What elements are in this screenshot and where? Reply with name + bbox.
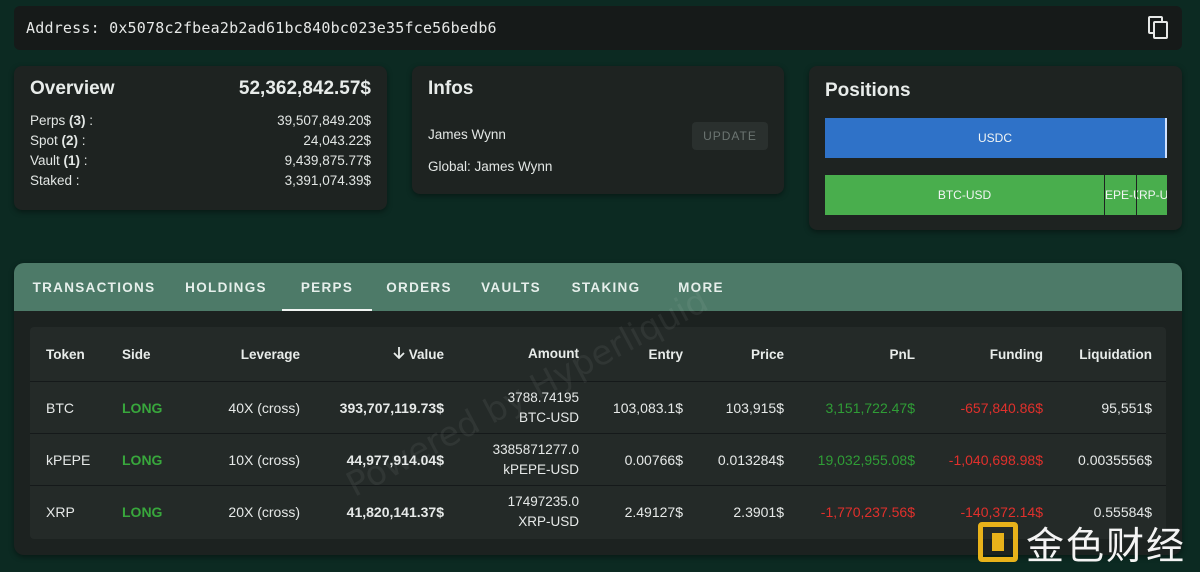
table-header: Token Side Leverage Value Amount Entry P… xyxy=(30,327,1166,382)
address-value[interactable]: 0x5078c2fbea2b2ad61bc840bc023e35fce56bed… xyxy=(109,19,497,37)
tab-bar: TRANSACTIONS HOLDINGS PERPS ORDERS VAULT… xyxy=(14,263,1182,311)
update-button[interactable]: UPDATE xyxy=(692,122,768,150)
cell-value: 393,707,119.73$ xyxy=(339,399,444,416)
tab-staking[interactable]: STAKING xyxy=(571,279,641,295)
cell-token: kPEPE xyxy=(46,451,91,468)
arrow-down-icon xyxy=(393,346,405,362)
header-pnl[interactable]: PnL xyxy=(889,346,916,362)
cell-price: 2.3901$ xyxy=(733,504,784,520)
address-label: Address: xyxy=(26,19,100,37)
header-side[interactable]: Side xyxy=(122,346,151,362)
header-liquidation[interactable]: Liquidation xyxy=(1079,346,1152,362)
logo-mark-icon xyxy=(978,522,1018,562)
cell-pnl: -1,770,237.56$ xyxy=(820,504,915,520)
overview-card: Overview 52,362,842.57$ Perps (3) : 39,5… xyxy=(14,66,387,210)
address-bar: Address: 0x5078c2fbea2b2ad61bc840bc023e3… xyxy=(14,6,1182,50)
main-panel: TRANSACTIONS HOLDINGS PERPS ORDERS VAULT… xyxy=(14,263,1182,555)
position-bar-kpepe[interactable]: kPEPE-USD xyxy=(1105,175,1136,215)
position-bar-btc[interactable]: BTC-USD xyxy=(825,175,1104,215)
cell-pnl: 19,032,955.08$ xyxy=(817,451,915,468)
tab-more[interactable]: MORE xyxy=(678,279,724,295)
table-row[interactable]: XRP LONG 20X (cross) 41,820,141.37$ 1749… xyxy=(30,486,1166,538)
header-price[interactable]: Price xyxy=(750,346,784,362)
table-row[interactable]: BTC LONG 40X (cross) 393,707,119.73$ 378… xyxy=(30,382,1166,434)
cell-amount: 17497235.0 XRP-USD xyxy=(507,494,579,529)
cell-side: LONG xyxy=(122,451,163,468)
cell-side: LONG xyxy=(122,399,163,416)
cell-liquidation: 0.55584$ xyxy=(1093,504,1152,520)
position-bar-xrp[interactable]: XRP-USD xyxy=(1137,175,1167,215)
tab-transactions[interactable]: TRANSACTIONS xyxy=(32,279,156,295)
cell-funding: -140,372.14$ xyxy=(960,504,1043,520)
tab-holdings[interactable]: HOLDINGS xyxy=(185,279,267,295)
tab-perps[interactable]: PERPS xyxy=(282,263,372,311)
copy-icon[interactable] xyxy=(1148,16,1170,40)
cell-pnl: 3,151,722.47$ xyxy=(825,399,915,416)
cell-liquidation: 0.0035556$ xyxy=(1078,451,1152,468)
cell-token: BTC xyxy=(46,399,74,416)
cell-entry: 0.00766$ xyxy=(624,451,683,468)
overview-total: 52,362,842.57$ xyxy=(238,78,371,99)
cell-entry: 103,083.1$ xyxy=(612,399,683,416)
tab-vaults[interactable]: VAULTS xyxy=(481,279,541,295)
cell-token: XRP xyxy=(46,504,75,520)
infos-title: Infos xyxy=(428,78,474,99)
overview-row-spot: Spot (2) : 24,043.22$ xyxy=(30,133,371,148)
position-bar-usdc[interactable]: USDC xyxy=(825,118,1167,158)
positions-title: Positions xyxy=(825,80,911,101)
table-row[interactable]: kPEPE LONG 10X (cross) 44,977,914.04$ 33… xyxy=(30,434,1166,486)
overview-title: Overview xyxy=(30,78,115,99)
overview-row-perps: Perps (3) : 39,507,849.20$ xyxy=(30,113,371,128)
jinse-logo: 金色财经 xyxy=(978,518,1188,568)
cell-amount: 3385871277.0 kPEPE-USD xyxy=(492,441,579,477)
logo-text: 金色财经 xyxy=(1026,523,1187,568)
cell-funding: -657,840.86$ xyxy=(960,399,1043,416)
overview-row-staked: Staked : 3,391,074.39$ xyxy=(30,173,371,188)
header-entry[interactable]: Entry xyxy=(648,346,683,362)
cell-price: 0.013284$ xyxy=(717,451,784,468)
cell-leverage: 40X (cross) xyxy=(228,399,300,416)
infos-name: James Wynn xyxy=(428,127,506,142)
cell-entry: 2.49127$ xyxy=(624,504,683,520)
header-value[interactable]: Value xyxy=(300,346,444,362)
cell-value: 44,977,914.04$ xyxy=(346,451,444,468)
header-leverage[interactable]: Leverage xyxy=(240,346,300,362)
cell-amount: 3788.74195 BTC-USD xyxy=(507,389,579,425)
cell-leverage: 10X (cross) xyxy=(228,451,300,468)
header-token[interactable]: Token xyxy=(46,346,85,362)
cell-liquidation: 95,551$ xyxy=(1101,399,1152,416)
infos-card: Infos James Wynn Global: James Wynn UPDA… xyxy=(412,66,784,194)
infos-global: Global: James Wynn xyxy=(428,159,553,174)
tab-orders[interactable]: ORDERS xyxy=(386,279,452,295)
perps-table: Token Side Leverage Value Amount Entry P… xyxy=(30,327,1166,539)
cell-side: LONG xyxy=(122,504,163,520)
positions-card: Positions USDC BTC-USD kPEPE-USD XRP-USD xyxy=(809,66,1182,230)
header-funding[interactable]: Funding xyxy=(989,346,1043,362)
cell-funding: -1,040,698.98$ xyxy=(948,451,1043,468)
cell-leverage: 20X (cross) xyxy=(228,504,300,520)
cell-price: 103,915$ xyxy=(725,399,784,416)
cell-value: 41,820,141.37$ xyxy=(346,504,444,520)
header-amount[interactable]: Amount xyxy=(528,346,579,361)
overview-row-vault: Vault (1) : 9,439,875.77$ xyxy=(30,153,371,168)
